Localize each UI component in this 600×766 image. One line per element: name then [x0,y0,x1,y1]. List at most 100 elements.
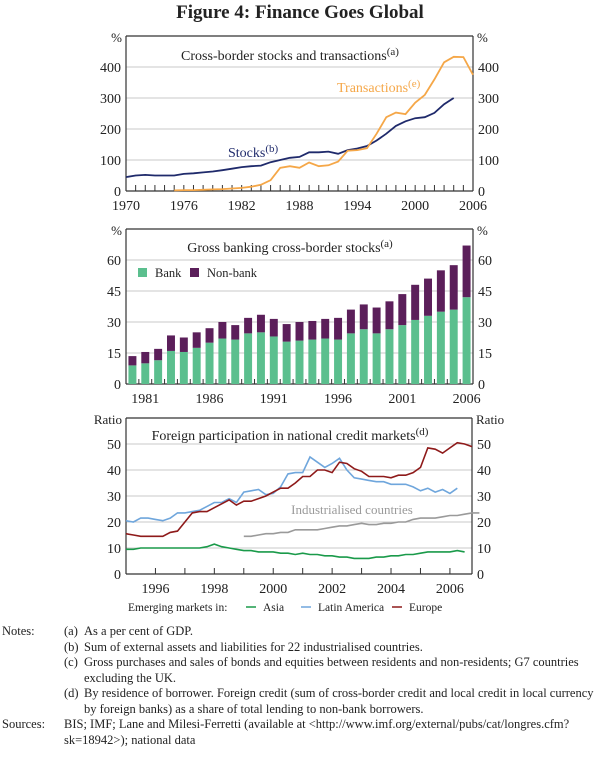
series-line-asia [126,543,465,560]
y-tick-label-right: 400 [478,61,499,76]
bar-bank [462,297,471,384]
series-label-stocks: Stocks(b) [228,143,279,161]
x-tick-label: 1996 [141,582,169,597]
legend-label-nonbank: Non-bank [207,266,258,280]
y-tick-label-right: 0 [478,185,485,200]
bar-bank [218,338,227,384]
bar-nonbank [411,284,420,320]
series-label-transactions: Transactions(e) [337,78,421,96]
bar-nonbank [154,348,163,361]
series-line-transactions [174,55,474,192]
chart-title: Cross-border stocks and transactions(a) [181,46,399,64]
bar-nonbank [244,317,253,334]
chart-gross-banking: 0 0 15 15 30 30 45 45 60 60% % 1981 1986 1991 1996 2001… [107,223,492,407]
bar-nonbank [269,318,278,337]
bar-bank [385,329,394,384]
figure-title: Figure 4: Finance Goes Global [176,2,424,23]
bar-nonbank [128,356,137,366]
y-tick-label-left: 0 [114,185,121,200]
y-tick-label-left: 20 [107,516,121,531]
bar-bank [179,351,188,384]
y-unit-right: Ratio [476,412,504,427]
y-tick-label-right: 30 [478,316,492,331]
bar-bank [359,329,368,384]
bar-nonbank [462,245,471,298]
bar-nonbank [256,314,265,333]
bar-nonbank [231,325,240,340]
x-tick-label: 1986 [196,392,224,407]
bar-bank [346,333,355,384]
y-tick-label-right: 40 [477,464,491,479]
series-line-stocks [125,97,455,178]
y-tick-label-left: 45 [107,285,121,300]
x-tick-label: 1988 [286,199,314,214]
bar-bank [321,338,330,384]
legend-label: Europe [409,602,442,614]
notes-label: Notes: [2,624,35,638]
y-tick-label-right: 15 [478,347,492,362]
series-line-europe [125,441,473,538]
bar-bank [166,350,175,384]
x-tick-label: 1976 [170,199,198,214]
x-tick-label: 1991 [260,392,288,407]
x-tick-label: 2001 [388,392,416,407]
legend-swatch-nonbank [190,268,199,277]
bar-bank [231,339,240,384]
bar-bank [244,333,253,384]
bar-bank [295,340,304,384]
bar-nonbank [205,328,214,343]
bar-bank [269,336,278,384]
x-tick-label: 2000 [259,582,287,597]
bar-nonbank [179,337,188,352]
y-tick-label-right: 50 [477,438,491,453]
bar-nonbank [192,332,201,348]
chart-foreign-participation: 0 0 10 10 20 20 30 30 40 40 50 50 Ratio Ratio 1996 1998… [94,412,504,614]
x-tick-label: 1998 [200,582,228,597]
y-tick-label-right: 60 [478,254,492,269]
bar-bank [141,363,150,384]
bar-bank [424,315,433,384]
bar-bank [205,342,214,384]
chart-title: Foreign participation in national credit… [152,426,429,444]
y-tick-label-left: 15 [107,347,121,362]
bar-bank [282,341,291,384]
y-unit-left: % [111,223,122,238]
bar-nonbank [385,301,394,330]
x-tick-label: 2006 [453,392,481,407]
y-tick-label-left: 0 [114,568,121,583]
x-tick-label: 2000 [401,199,429,214]
note-text: Gross purchases and sales of bonds and e… [84,655,579,685]
bar-bank [154,360,163,384]
legend-label: Asia [263,602,284,614]
bar-nonbank [424,278,433,316]
notes: Notes: (a) As a per cent of GDP. (b) Sum of… [0,624,600,748]
y-tick-label-right: 20 [477,516,491,531]
bar-nonbank [346,309,355,334]
bar-bank [128,365,137,384]
bar-bank [192,347,201,384]
y-tick-label-left: 200 [100,123,121,138]
bar-nonbank [334,317,343,340]
y-tick-label-left: 50 [107,438,121,453]
y-tick-label-left: 30 [107,490,121,505]
y-tick-label-right: 0 [477,568,484,583]
legend-prefix: Emerging markets in: [128,602,227,614]
chart-cross-border: 0 0 100 100 200 200 300 300 400 400% % 1970 1976 1982… [100,30,499,214]
series-line-industrialised-countries [243,512,480,538]
note-text: By residence of borrower. Foreign credit… [84,686,594,716]
x-tick-label: 2002 [318,582,346,597]
y-tick-label-right: 300 [478,92,499,107]
y-unit-left: Ratio [94,412,122,427]
x-tick-label: 1982 [228,199,256,214]
x-tick-label: 2006 [436,582,464,597]
y-tick-label-right: 10 [477,542,491,557]
y-tick-label-left: 300 [100,92,121,107]
x-tick-label: 1970 [112,199,140,214]
y-tick-label-right: 0 [478,378,485,393]
bar-nonbank [359,304,368,330]
bar-bank [334,339,343,384]
bar-bank [449,309,458,384]
bar-nonbank [449,265,458,310]
chart-title: Gross banking cross-border stocks(a) [187,238,393,256]
y-unit-left: % [111,30,122,45]
